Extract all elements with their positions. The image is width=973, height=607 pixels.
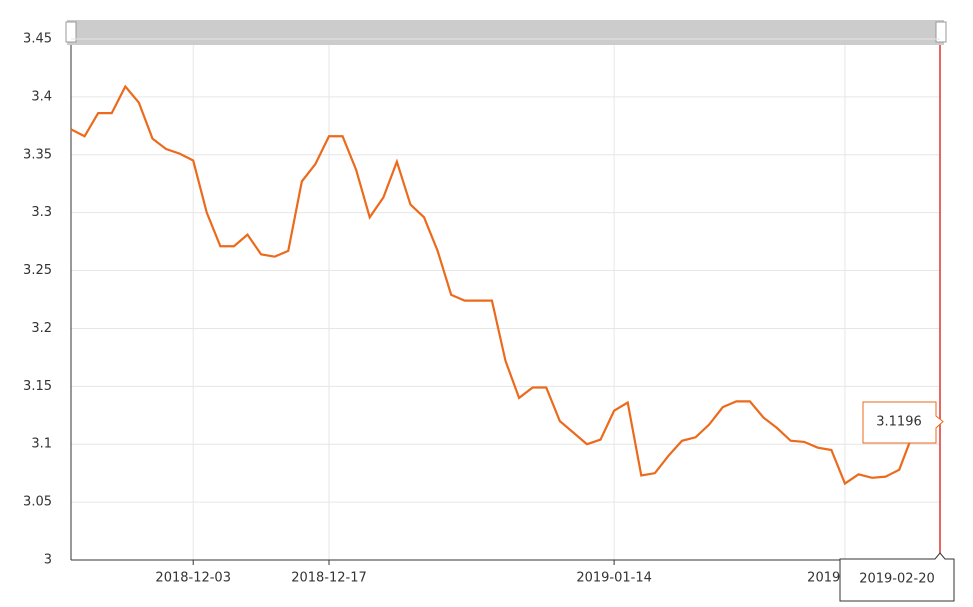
y-tick-label: 3.05 xyxy=(23,495,52,510)
y-tick-label: 3.15 xyxy=(23,379,52,394)
axis-pointer-label: 2019-02-20 xyxy=(859,572,935,587)
y-tick-label: 3.4 xyxy=(31,89,52,104)
y-tick-label: 3.35 xyxy=(23,147,52,162)
tooltip-box xyxy=(862,401,944,444)
x-tick-label: 2018-12-17 xyxy=(291,571,367,586)
y-tick-label: 3.2 xyxy=(31,321,52,336)
slider-handle-left[interactable] xyxy=(65,21,77,43)
slider-handle-right[interactable] xyxy=(935,21,947,43)
x-tick-label: 2019-01-14 xyxy=(576,571,652,586)
y-tick-label: 3.3 xyxy=(31,205,52,220)
x-tick-label: 2018-12-03 xyxy=(155,571,231,586)
series-line xyxy=(70,84,941,486)
axis-pointer-box xyxy=(839,552,955,602)
zoom-slider[interactable] xyxy=(67,20,944,45)
y-tick-label: 3.1 xyxy=(31,437,52,452)
y-tick-label: 3 xyxy=(44,553,52,568)
tooltip-value: 3.1196 xyxy=(876,415,922,430)
y-tick-label: 3.45 xyxy=(23,32,52,47)
y-tick-label: 3.25 xyxy=(23,263,52,278)
